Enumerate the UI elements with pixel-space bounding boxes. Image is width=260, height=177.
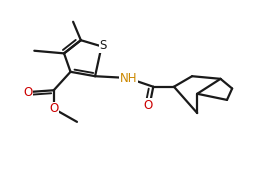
Text: NH: NH (120, 72, 138, 85)
Text: O: O (23, 85, 32, 99)
Text: O: O (144, 99, 153, 112)
Text: S: S (99, 39, 107, 52)
Text: O: O (49, 102, 58, 115)
